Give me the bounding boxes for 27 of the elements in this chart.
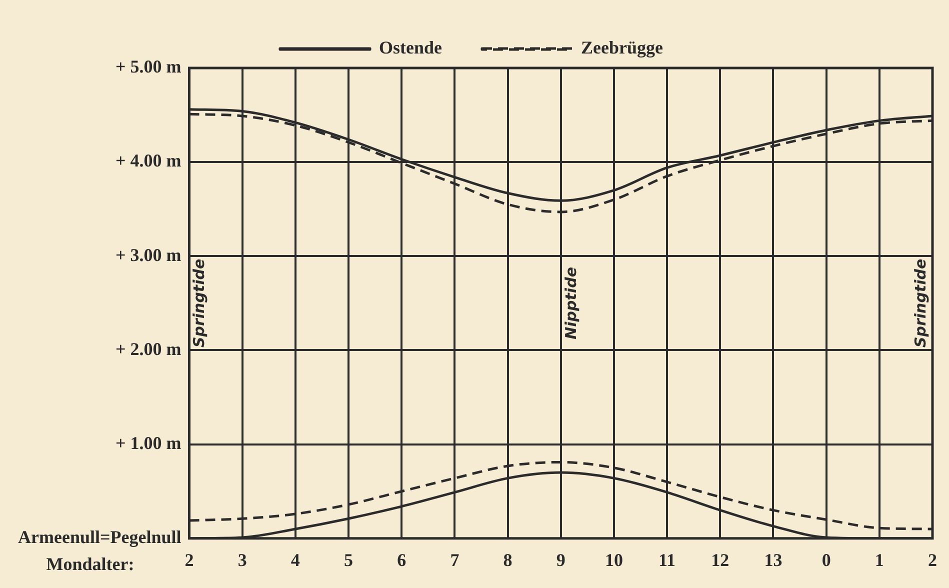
x-tick-label: 12 — [711, 550, 730, 570]
annotation: Nipptide — [562, 266, 580, 340]
y-tick-label: Armeenull=Pegelnull — [18, 527, 182, 548]
x-tick-label: 6 — [397, 550, 406, 570]
annotation: Springtide — [911, 258, 930, 348]
y-tick-label: + 1.00 m — [115, 432, 182, 453]
x-tick-label: 5 — [344, 550, 354, 570]
annotation: Springtide — [190, 258, 208, 348]
x-tick-label: 0 — [822, 550, 831, 570]
y-tick-label: + 5.00 m — [115, 56, 182, 77]
x-tick-label: 8 — [503, 550, 512, 570]
x-tick-label: 4 — [290, 550, 300, 570]
x-tick-label: 9 — [556, 550, 566, 570]
x-tick-label: 10 — [604, 550, 623, 570]
x-tick-label: 1 — [874, 550, 884, 570]
y-tick-label: + 3.00 m — [115, 244, 182, 265]
x-tick-label: 11 — [658, 550, 676, 570]
y-tick-label: + 2.00 m — [115, 338, 182, 359]
x-tick-label: 7 — [450, 550, 460, 570]
legend-label: Zeebrügge — [581, 38, 664, 58]
x-axis-title: Mondalter: — [46, 554, 134, 574]
x-tick-label: 2 — [184, 550, 194, 570]
x-tick-label: 3 — [238, 550, 247, 570]
legend-label: Ostende — [379, 38, 442, 58]
y-tick-label: + 4.00 m — [115, 150, 182, 171]
x-tick-label: 13 — [764, 550, 782, 570]
x-tick-label: 2 — [928, 550, 937, 570]
